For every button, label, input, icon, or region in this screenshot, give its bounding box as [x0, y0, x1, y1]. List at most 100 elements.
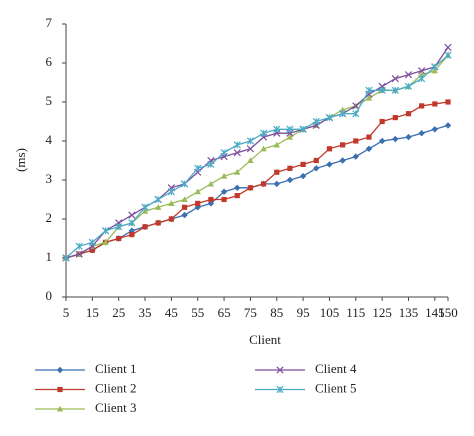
point	[128, 219, 136, 227]
series-line	[65, 54, 449, 259]
point	[286, 125, 294, 133]
point	[339, 157, 346, 164]
point	[274, 169, 280, 175]
y-tick-label: 1	[46, 249, 53, 264]
x-tick-label: 125	[372, 305, 392, 320]
point	[378, 137, 386, 145]
x-tick-label: 150	[438, 305, 458, 320]
point	[247, 185, 254, 191]
x-tick-label: 15	[86, 305, 99, 320]
point	[273, 141, 280, 148]
legend-label: Client 5	[315, 380, 357, 395]
point	[180, 180, 189, 188]
point	[75, 242, 83, 250]
point	[57, 386, 63, 393]
point	[141, 208, 149, 214]
point	[378, 86, 386, 94]
legend-label: Client 1	[95, 361, 137, 376]
point	[260, 145, 267, 152]
point	[326, 161, 333, 168]
point	[404, 71, 413, 79]
x-tick-label: 85	[270, 305, 283, 320]
point	[116, 235, 122, 242]
point	[194, 164, 202, 172]
point	[181, 211, 188, 219]
point	[154, 195, 162, 204]
point	[444, 43, 452, 52]
point	[207, 160, 215, 169]
point	[339, 106, 346, 113]
x-tick-label: 45	[165, 305, 178, 320]
x-tick-label: 105	[320, 305, 340, 320]
point	[353, 138, 359, 144]
point	[313, 165, 320, 172]
y-tick-label: 0	[46, 288, 53, 303]
point	[419, 103, 425, 109]
point	[286, 176, 294, 184]
point	[444, 122, 452, 129]
x-tick-label: 135	[399, 305, 419, 320]
point	[325, 113, 334, 122]
point	[195, 200, 201, 206]
point	[142, 224, 148, 230]
legend-label: Client 2	[95, 380, 137, 395]
point	[273, 180, 280, 188]
series-line	[65, 124, 449, 259]
point	[286, 133, 294, 140]
x-tick-label: 75	[244, 305, 257, 320]
point	[259, 129, 268, 137]
point	[141, 203, 149, 211]
point	[379, 118, 385, 125]
point	[181, 204, 188, 210]
point	[155, 204, 162, 210]
point	[246, 137, 255, 145]
y-tick-label: 3	[46, 171, 53, 186]
x-tick-label: 65	[218, 305, 231, 320]
point	[418, 71, 425, 78]
point	[233, 141, 241, 149]
legend-label: Client 3	[95, 400, 137, 415]
y-tick-label: 5	[46, 93, 53, 108]
point	[246, 145, 255, 153]
point	[89, 247, 95, 253]
point	[431, 126, 439, 133]
point	[168, 216, 174, 222]
x-tick-label: 145	[425, 305, 445, 320]
point	[313, 157, 319, 164]
point	[273, 125, 281, 133]
y-axis-label: (ms)	[13, 148, 28, 172]
point	[352, 110, 360, 118]
point	[365, 86, 373, 94]
point	[299, 125, 307, 133]
point	[366, 134, 372, 140]
point	[352, 102, 360, 110]
point	[276, 366, 284, 374]
point	[62, 254, 70, 262]
x-tick-label: 95	[297, 305, 310, 320]
point	[391, 74, 399, 83]
point	[115, 223, 123, 231]
point	[220, 172, 228, 179]
point	[102, 239, 109, 245]
point	[101, 227, 110, 235]
x-tick-label: 115	[346, 305, 365, 320]
point	[338, 110, 347, 118]
x-tick-label: 55	[191, 305, 204, 320]
point	[392, 135, 399, 143]
point	[392, 115, 398, 121]
point	[418, 67, 426, 75]
point	[168, 200, 175, 206]
point	[207, 180, 215, 187]
point	[221, 196, 227, 203]
point	[391, 86, 399, 94]
legend-label: Client 4	[315, 361, 357, 376]
y-tick-label: 6	[46, 54, 53, 69]
point	[181, 196, 188, 203]
point	[208, 196, 214, 203]
y-tick-label: 7	[46, 15, 53, 30]
point	[247, 157, 254, 164]
point	[431, 63, 439, 71]
point	[340, 142, 346, 148]
y-tick-label: 2	[46, 210, 53, 225]
